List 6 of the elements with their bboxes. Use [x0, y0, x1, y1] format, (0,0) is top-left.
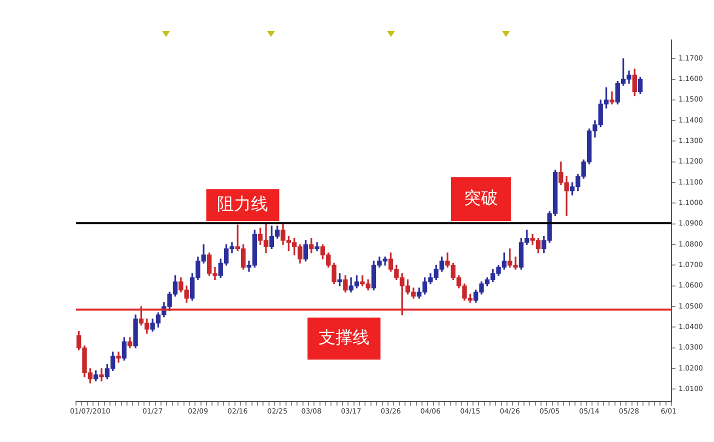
annotation: 突破 [464, 188, 498, 208]
candlestick [99, 368, 104, 382]
candlestick [610, 91, 614, 104]
ref-line-label: 支撑线 [318, 328, 370, 348]
candlestick [116, 352, 121, 363]
ref-line-label: 阻力线 [217, 194, 268, 214]
